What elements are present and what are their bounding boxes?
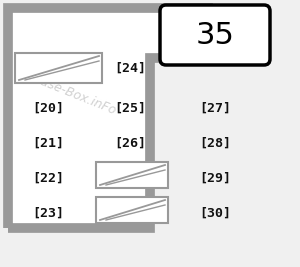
Text: [22]: [22] [32,171,64,184]
Text: Fuse-Box.inFo: Fuse-Box.inFo [32,73,118,117]
Text: [25]: [25] [114,101,146,115]
Text: 35: 35 [196,21,234,49]
Text: [24]: [24] [114,61,146,74]
Bar [96,197,168,223]
Bar [15,53,102,83]
Polygon shape [8,8,208,228]
Text: [21]: [21] [32,136,64,150]
Text: [20]: [20] [32,101,64,115]
Text: [26]: [26] [114,136,146,150]
Text: [30]: [30] [199,206,231,219]
Text: [29]: [29] [199,171,231,184]
Text: [23]: [23] [32,206,64,219]
Bar [96,162,168,188]
Text: [27]: [27] [199,101,231,115]
Text: [28]: [28] [199,136,231,150]
FancyBboxPatch shape [160,5,270,65]
